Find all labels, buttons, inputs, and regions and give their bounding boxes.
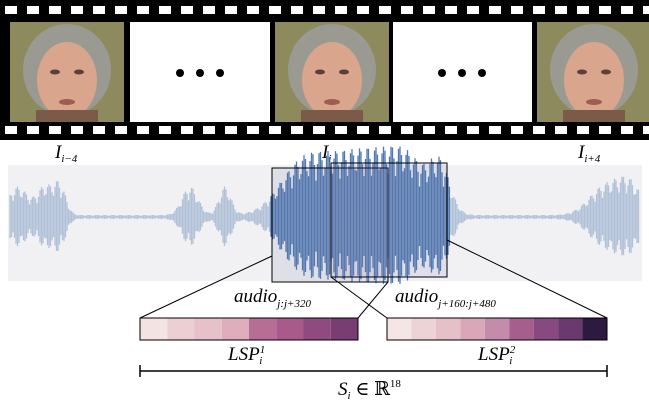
frame-label-base: I — [54, 142, 63, 163]
lsp-cell — [330, 318, 358, 340]
audio-label-base: audio — [395, 286, 438, 307]
lsp-cell — [411, 318, 436, 340]
lsp-label-sub: i — [509, 355, 512, 367]
lsp-label-base: LSP — [227, 344, 260, 365]
lsp-bar — [139, 317, 359, 341]
lsp-cell — [558, 318, 583, 340]
lsp-cell — [435, 318, 461, 340]
lsp-border — [139, 317, 359, 341]
audio-window — [330, 162, 448, 278]
lsp-label-sub: i — [259, 355, 262, 367]
lsp-cell — [484, 318, 510, 340]
frame-label-sub: i+4 — [584, 153, 600, 165]
frame-label-base: I — [321, 142, 330, 163]
lsp-cell — [249, 318, 277, 340]
lsp-cell — [582, 318, 607, 340]
span-bracket — [139, 365, 608, 377]
audio-label: audioj:j+320 — [234, 286, 311, 310]
lsp-cell — [387, 318, 412, 340]
frame-label-base: I — [577, 142, 586, 163]
lsp-cell — [221, 318, 249, 340]
lsp-cell — [276, 318, 304, 340]
lsp-label-sup: 2 — [510, 344, 516, 356]
lsp-label: LSP2 i — [477, 344, 516, 367]
feature-label-sup: 18 — [390, 378, 402, 390]
lsp-border — [386, 317, 608, 341]
waveform-fade — [450, 165, 642, 281]
lsp-cell — [460, 318, 485, 340]
waveform — [8, 146, 642, 284]
feature-label-relation: ∈ ℝ — [351, 379, 391, 400]
lsp-cell — [533, 318, 559, 340]
lsp-cell — [140, 318, 168, 340]
feature-label-sub: i — [348, 390, 351, 400]
connectors — [139, 239, 608, 319]
feature-label: Si ∈ ℝ18 — [338, 378, 401, 400]
lsp-cell — [509, 318, 534, 340]
filmstrip — [0, 0, 649, 140]
audio-label-sub: j+160:j+480 — [436, 298, 496, 310]
ellipsis — [176, 69, 486, 77]
audio-label-base: audio — [234, 286, 277, 307]
lsp-bar — [386, 317, 608, 341]
frame-label-sub: i−4 — [61, 153, 77, 165]
feature-label-base: S — [338, 379, 348, 400]
audio-label-sub: j:j+320 — [275, 298, 311, 310]
lsp-cell — [167, 318, 195, 340]
frame-label: Ii−4 — [54, 142, 78, 165]
frame-label: Ii+4 — [577, 142, 601, 165]
frame-image — [537, 22, 649, 122]
lsp-label: LSP1 i — [227, 344, 265, 367]
lsp-label-sup: 1 — [260, 344, 266, 356]
audio-window — [271, 167, 389, 283]
audio-label: audioj+160:j+480 — [395, 286, 496, 310]
waveform-fade — [8, 165, 270, 281]
frame-image — [275, 22, 389, 122]
lsp-label-base: LSP — [477, 344, 510, 365]
frame-image — [10, 22, 124, 122]
lsp-cell — [194, 318, 222, 340]
lsp-cell — [303, 318, 331, 340]
